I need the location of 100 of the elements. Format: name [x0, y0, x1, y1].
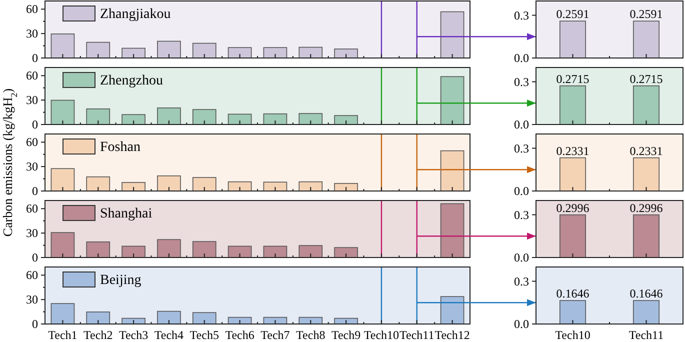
x-tick-label: Tech11	[628, 328, 664, 342]
bar	[228, 114, 252, 125]
y-tick-label: 0	[32, 250, 38, 264]
bar	[298, 316, 323, 324]
x-tick-label: Tech11	[400, 328, 434, 342]
bar	[440, 76, 464, 125]
bar	[122, 114, 146, 125]
x-tick-label: Tech3	[118, 328, 148, 342]
x-tick-label: Tech8	[296, 328, 326, 342]
x-tick-label: Tech5	[190, 328, 219, 342]
y-tick-label: 0.3	[514, 274, 529, 288]
bar	[157, 107, 181, 125]
bar	[228, 47, 252, 58]
x-tick-label: Tech10	[555, 328, 590, 342]
bar	[192, 42, 216, 58]
bar	[298, 181, 323, 192]
y-tick-label: 0	[32, 184, 38, 198]
y-tick-label: 0.3	[514, 8, 529, 22]
data-label: 0.2591	[556, 7, 590, 22]
bar	[263, 246, 288, 258]
x-tick-label: Tech9	[331, 328, 361, 342]
y-tick-label: 0.0	[514, 184, 529, 198]
bar	[122, 182, 146, 192]
bar	[50, 303, 75, 324]
bar	[86, 312, 110, 324]
bar	[86, 42, 110, 58]
data-label: 0.2591	[630, 7, 663, 22]
y-tick-label: 60	[26, 202, 38, 216]
data-label: 0.2715	[556, 72, 590, 86]
y-tick-label: 60	[26, 68, 38, 83]
y-tick-label: 60	[26, 2, 38, 16]
y-tick-label: 0.3	[514, 208, 529, 222]
bar	[192, 177, 216, 192]
y-tick-label: 60	[26, 268, 38, 282]
bar	[334, 183, 358, 192]
y-tick-label: 30	[26, 226, 38, 240]
legend-label: Shanghai	[100, 206, 152, 222]
x-tick-label: Tech7	[260, 328, 290, 342]
y-tick-label: 30	[26, 26, 38, 41]
legend-label: Zhangjiakou	[100, 7, 171, 22]
bar	[263, 47, 288, 58]
bar	[334, 48, 358, 58]
x-tick-label: Tech1	[48, 328, 78, 342]
bar	[192, 312, 216, 324]
y-tick-label: 30	[26, 93, 38, 108]
y-tick-label: 0	[32, 118, 38, 132]
y-tick-label: 0.3	[514, 74, 529, 89]
y-tick-label: 30	[26, 292, 38, 307]
legend-label: Beijing	[100, 273, 142, 288]
bar	[228, 246, 252, 258]
y-tick-label: 0.0	[514, 317, 529, 331]
bar	[298, 245, 323, 258]
y-tick-label: 0.0	[514, 250, 529, 264]
x-tick-label: Tech6	[225, 328, 254, 342]
bar	[263, 113, 288, 125]
bar	[86, 108, 110, 125]
y-tick-label: 30	[26, 160, 38, 174]
data-label: 0.2715	[630, 72, 663, 86]
y-tick-label: 0.0	[514, 51, 529, 65]
y-tick-label: 0.3	[514, 141, 529, 156]
data-label: 0.2996	[630, 200, 663, 215]
bar	[334, 247, 358, 258]
bar	[86, 176, 110, 192]
x-tick-label: Tech10	[364, 328, 400, 342]
data-label: 0.1646	[630, 286, 663, 301]
y-tick-label: 0	[32, 317, 38, 331]
data-label: 0.2996	[556, 200, 590, 215]
bar	[50, 100, 75, 125]
bar	[50, 232, 75, 258]
bar	[157, 40, 181, 58]
bar	[122, 48, 146, 58]
bar	[192, 109, 216, 125]
bar	[298, 46, 323, 58]
x-tick-label: Tech2	[84, 328, 113, 342]
bar	[50, 33, 75, 58]
bar	[122, 246, 146, 258]
x-tick-label: Tech12	[434, 328, 470, 342]
bar	[86, 241, 110, 258]
y-tick-label: 60	[26, 135, 38, 150]
bar	[440, 296, 464, 324]
bar	[440, 150, 464, 192]
y-tick-label: 0	[32, 51, 38, 65]
bar	[228, 181, 252, 192]
bar	[157, 310, 181, 324]
bar	[50, 168, 75, 192]
data-label: 0.2331	[556, 144, 590, 158]
bar	[157, 239, 181, 258]
x-tick-label: Tech4	[154, 328, 184, 342]
bar	[440, 203, 464, 258]
y-tick-label: 0.0	[514, 118, 529, 132]
data-label: 0.1646	[556, 286, 590, 301]
bar	[440, 11, 464, 58]
bar	[263, 182, 288, 192]
bar	[157, 175, 181, 192]
data-label: 0.2331	[630, 144, 663, 158]
bar	[334, 115, 358, 125]
legend-label: Zhengzhou	[100, 74, 163, 88]
legend-label: Foshan	[100, 140, 140, 155]
bar	[192, 241, 216, 258]
bar	[298, 113, 323, 125]
